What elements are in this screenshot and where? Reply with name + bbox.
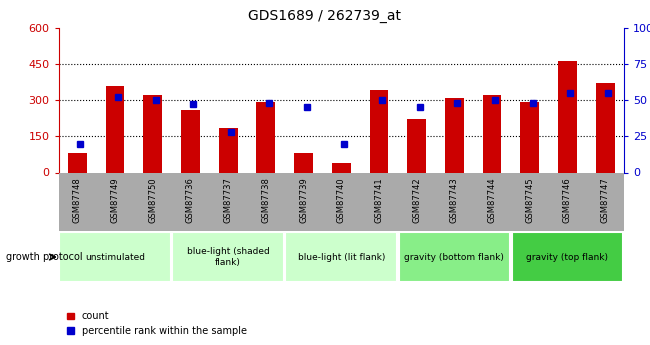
Bar	[332, 163, 351, 172]
Text: GSM87740: GSM87740	[337, 177, 346, 223]
Text: GSM87736: GSM87736	[186, 177, 195, 223]
Text: GSM87744: GSM87744	[488, 177, 497, 223]
Bar	[398, 232, 510, 282]
Bar	[521, 102, 539, 172]
Bar	[256, 102, 276, 172]
Text: GSM87748: GSM87748	[73, 177, 82, 223]
Bar	[512, 232, 623, 282]
Text: gravity (bottom flank): gravity (bottom flank)	[404, 253, 504, 262]
Bar	[68, 153, 87, 172]
Text: GSM87741: GSM87741	[374, 177, 384, 223]
Text: GSM87749: GSM87749	[111, 177, 120, 223]
Bar	[558, 61, 577, 172]
Text: GSM87746: GSM87746	[563, 177, 572, 223]
Bar	[595, 83, 615, 172]
Bar	[294, 153, 313, 172]
Text: GDS1689 / 262739_at: GDS1689 / 262739_at	[248, 9, 402, 23]
Bar	[59, 232, 171, 282]
Text: GSM87750: GSM87750	[148, 177, 157, 223]
Text: GSM87747: GSM87747	[601, 177, 610, 223]
Bar	[407, 119, 426, 172]
Bar	[172, 232, 284, 282]
Bar	[105, 86, 125, 172]
Bar	[285, 232, 397, 282]
Bar	[181, 110, 200, 172]
Text: GSM87743: GSM87743	[450, 177, 459, 223]
Text: blue-light (lit flank): blue-light (lit flank)	[298, 253, 385, 262]
Text: unstimulated: unstimulated	[85, 253, 145, 262]
Bar	[143, 95, 162, 172]
Text: GSM87737: GSM87737	[224, 177, 233, 223]
Text: GSM87738: GSM87738	[261, 177, 270, 223]
Bar	[482, 95, 502, 172]
Legend: count, percentile rank within the sample: count, percentile rank within the sample	[63, 307, 251, 340]
Text: growth protocol: growth protocol	[6, 252, 83, 262]
Bar	[445, 98, 464, 172]
Text: GSM87739: GSM87739	[299, 177, 308, 223]
Text: blue-light (shaded
flank): blue-light (shaded flank)	[187, 247, 270, 267]
Bar	[369, 90, 389, 172]
Text: GSM87745: GSM87745	[525, 177, 534, 223]
Text: gravity (top flank): gravity (top flank)	[526, 253, 608, 262]
Bar	[218, 128, 238, 172]
Text: GSM87742: GSM87742	[412, 177, 421, 223]
